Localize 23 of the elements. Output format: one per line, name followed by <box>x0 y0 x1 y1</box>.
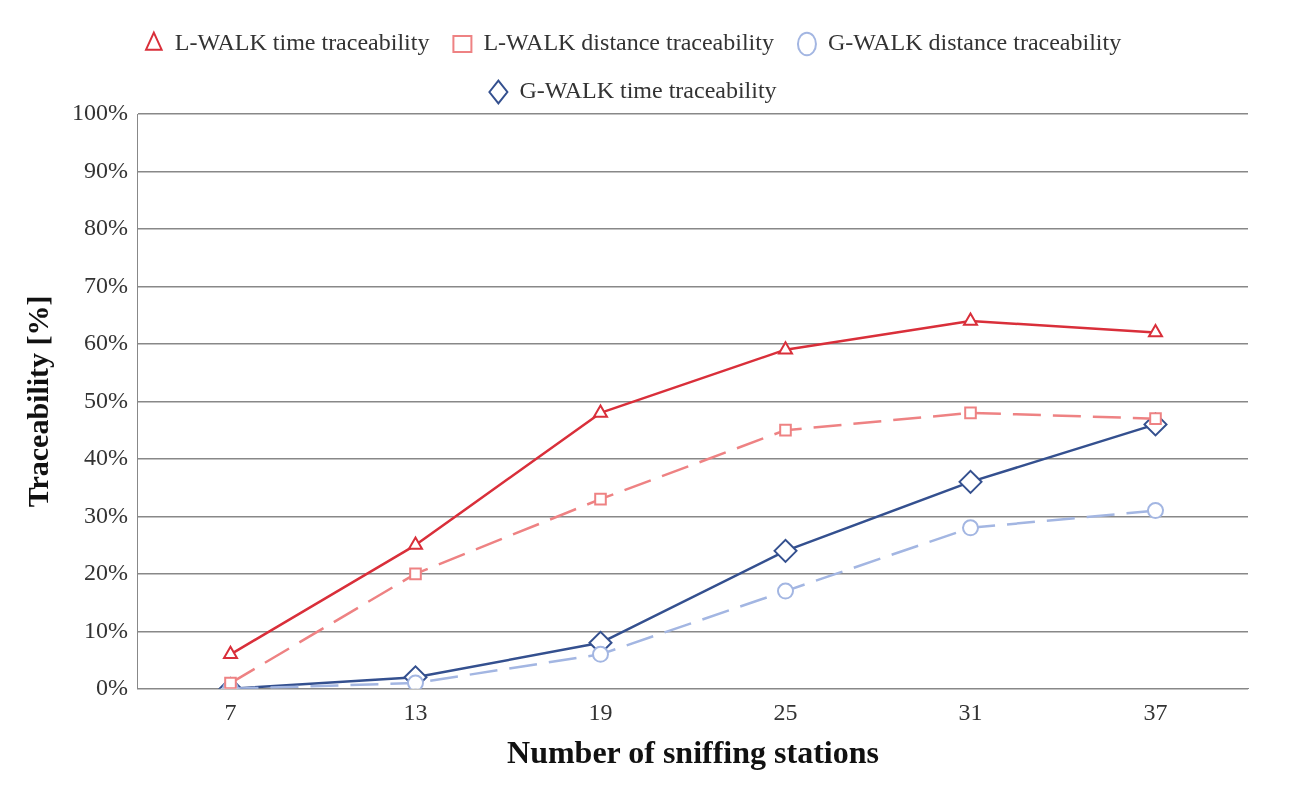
x-tick-label: 7 <box>224 699 237 726</box>
y-tick-label: 30% <box>83 501 128 528</box>
y-tick-label: 40% <box>83 444 128 471</box>
y-tick-label: 60% <box>83 329 128 356</box>
x-axis-title: Number of sniffing stations <box>507 734 879 771</box>
y-tick-label: 100% <box>71 99 128 126</box>
y-tick-label: 0% <box>95 674 128 701</box>
x-tick-label: 25 <box>773 699 798 726</box>
x-tick-label: 31 <box>958 699 983 726</box>
y-tick-label: 70% <box>83 271 128 298</box>
y-axis-title: Traceability [%] <box>20 295 54 508</box>
legend-label: G-WALK distance traceability <box>827 29 1122 56</box>
y-tick-label: 10% <box>83 616 128 643</box>
y-tick-label: 90% <box>83 156 128 183</box>
legend-label: G-WALK time traceability <box>519 77 777 104</box>
legend-label: L-WALK time traceability <box>174 29 430 56</box>
x-tick-label: 37 <box>1143 699 1168 726</box>
y-tick-label: 50% <box>83 386 128 413</box>
y-tick-label: 80% <box>83 214 128 241</box>
legend-label: L-WALK distance traceability <box>483 29 774 56</box>
x-tick-label: 13 <box>403 699 428 726</box>
x-tick-label: 19 <box>588 699 613 726</box>
y-tick-label: 20% <box>83 559 128 586</box>
